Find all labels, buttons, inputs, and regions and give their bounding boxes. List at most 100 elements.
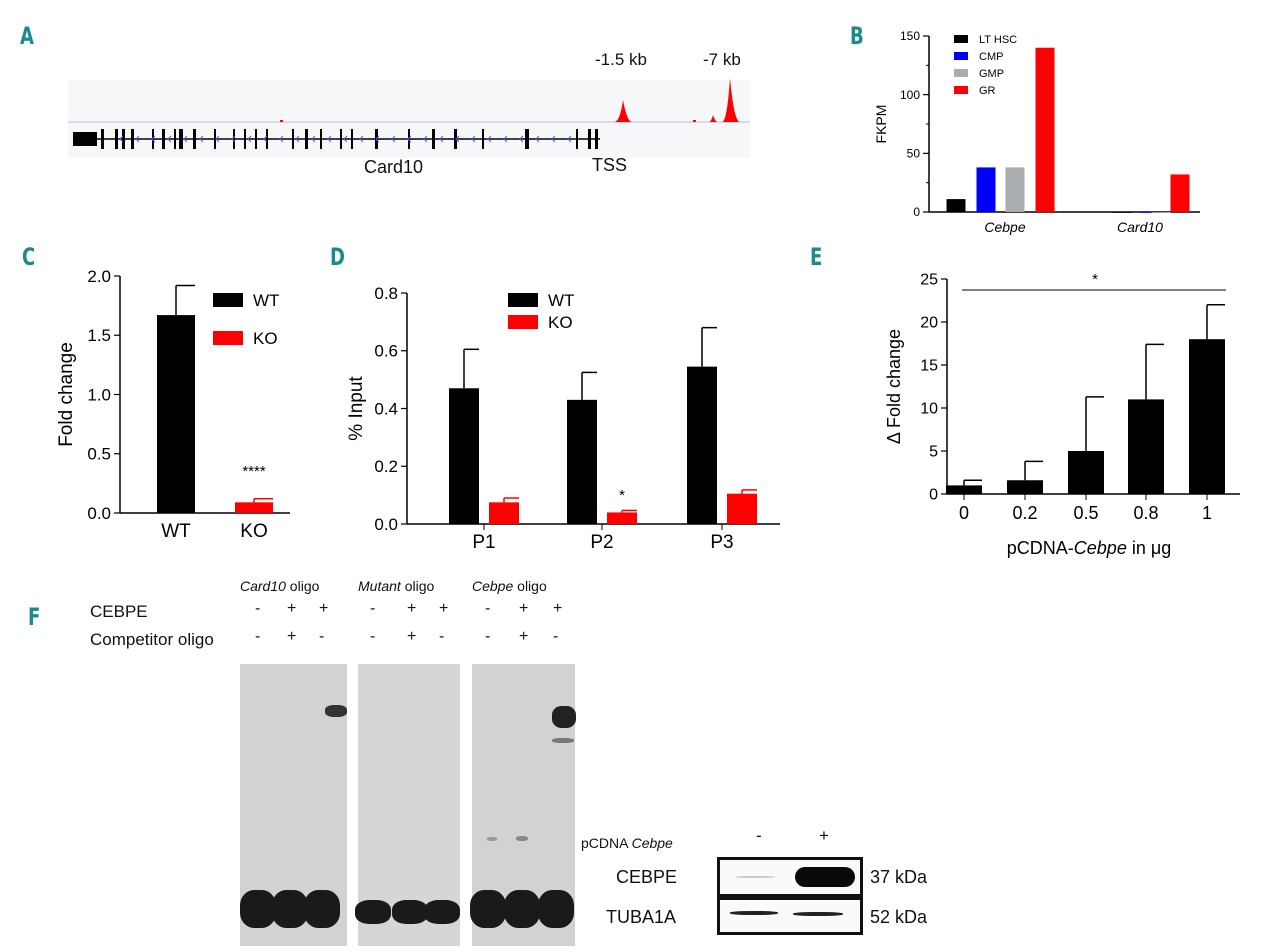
legend-label: LT HSC [979,34,1017,46]
tuba1a-band [730,911,778,915]
y-tick-label: 0.8 [374,284,398,303]
y-tick-label: 25 [920,272,938,289]
text-span: Mutant [358,578,401,594]
strand-arrow-icon [391,135,396,143]
strand-arrow-icon [199,135,204,143]
y-tick-label: 0.0 [87,504,111,523]
competitor-sign: - [553,628,559,645]
legend-label: KO [548,313,573,332]
chart-D: 0.0 0.2 0.4 0.6 0.8 % Input P1 P2 P3 WT KO * [346,284,780,553]
x-tick-label: 0.5 [1073,503,1098,523]
exon [255,129,257,149]
legend-label: CMP [979,51,1003,63]
legend-swatch [954,35,968,43]
cebpe-sign: + [519,600,529,617]
strand-arrow-icon [519,135,524,143]
molecular-weight-label: 37 kDa [870,867,928,887]
legend-swatch [954,86,968,94]
strand-arrow-icon [119,135,124,143]
free-probe-band [272,890,308,928]
cebpe-row-label: CEBPE [90,602,148,621]
panel-label-b: B [850,22,864,50]
y-tick-label: 150 [900,29,920,43]
x-axis-label-part: Cebpe [1074,538,1127,558]
gene-label: Card10 [364,157,424,177]
x-tick-label: 0 [959,503,969,523]
y-tick-label: 20 [920,315,938,332]
bar-δ-fold-change-1 [1189,339,1225,494]
y-tick-label: 100 [900,88,920,102]
shifted-band [325,705,347,717]
x-tick-label: Card10 [1117,219,1163,235]
peak-7kb [722,78,740,122]
bar-cmp-cebpe [976,167,996,212]
cebpe-sign: + [407,600,417,617]
y-tick-label: 2.0 [87,267,111,286]
strand-arrow-icon [247,135,252,143]
strand-arrow-icon [215,135,220,143]
exon [244,129,246,149]
legend-swatch [213,293,243,307]
y-axis-label: Δ Fold change [884,329,904,444]
tss-label: TSS [592,155,628,175]
text-span: Cebpe [631,835,673,851]
exon [351,129,353,149]
cebpe-sign: + [319,600,329,617]
competitor-sign: - [319,628,325,645]
strand-arrow-icon [295,135,300,143]
chart-E: 0 5 10 15 20 25 Δ Fold change 0 0.2 0.5 0.8 1 * pCDNA… [884,271,1240,558]
exon [101,129,104,149]
bar-gr-cebpe [1035,47,1055,212]
text-span: oligo [513,578,547,594]
y-tick-label: 0 [929,487,938,504]
strand-arrow-icon [375,135,380,143]
legend-label: WT [253,291,279,310]
exon [292,129,294,149]
strand-arrow-icon [407,135,412,143]
strand-arrow-icon [263,135,268,143]
exon [408,129,410,149]
exon [179,129,183,149]
y-tick-label: 0 [913,205,920,219]
strand-arrow-icon [135,135,140,143]
x-tick-label: P3 [710,532,733,553]
competitor-sign: - [255,628,261,645]
strand-arrow-icon [231,135,236,143]
peak-label-1-5kb: -1.5 kb [595,50,647,69]
exon [131,129,134,149]
minor-peak [693,120,696,122]
exons [101,129,598,149]
text-span: Card10 [240,578,286,594]
x-tick-label: WT [161,521,191,542]
x-axis-label-part: pCDNA- [1007,538,1074,558]
bar-ko-p2 [607,512,637,524]
oligo-group-label: Card10 oligo [240,578,319,594]
faint-band [516,836,528,841]
y-tick-label: 5 [929,444,938,461]
exon [305,129,308,149]
panel-label-e: E [810,243,823,271]
peak-1-5kb [614,100,632,122]
bar-δ-fold-change-0.5 [1068,451,1104,494]
cebpe-sign: - [370,600,376,617]
exon [122,129,125,149]
cebpe-sign: - [255,600,261,617]
peak-label-7kb: -7 kb [703,50,741,69]
bar-δ-fold-change-0.8 [1128,399,1164,494]
y-tick-label: 0.5 [87,445,111,464]
legend-label: GMP [979,68,1004,80]
bar-δ-fold-change-0.2 [1007,480,1043,494]
strand-arrow-icon [167,135,172,143]
legend-label: KO [253,329,278,348]
x-tick-label: 0.8 [1133,503,1158,523]
y-axis-label: FKPM [873,105,889,144]
y-tick-label: 0.4 [374,399,398,418]
significance-annotation: **** [242,463,266,480]
western-condition-label: pCDNA Cebpe [581,835,673,851]
strand-arrow-icon [551,135,556,143]
free-probe-band [240,890,276,928]
strand-arrow-icon [535,135,540,143]
y-tick-label: 10 [920,401,938,418]
competitor-sign: + [287,628,297,645]
